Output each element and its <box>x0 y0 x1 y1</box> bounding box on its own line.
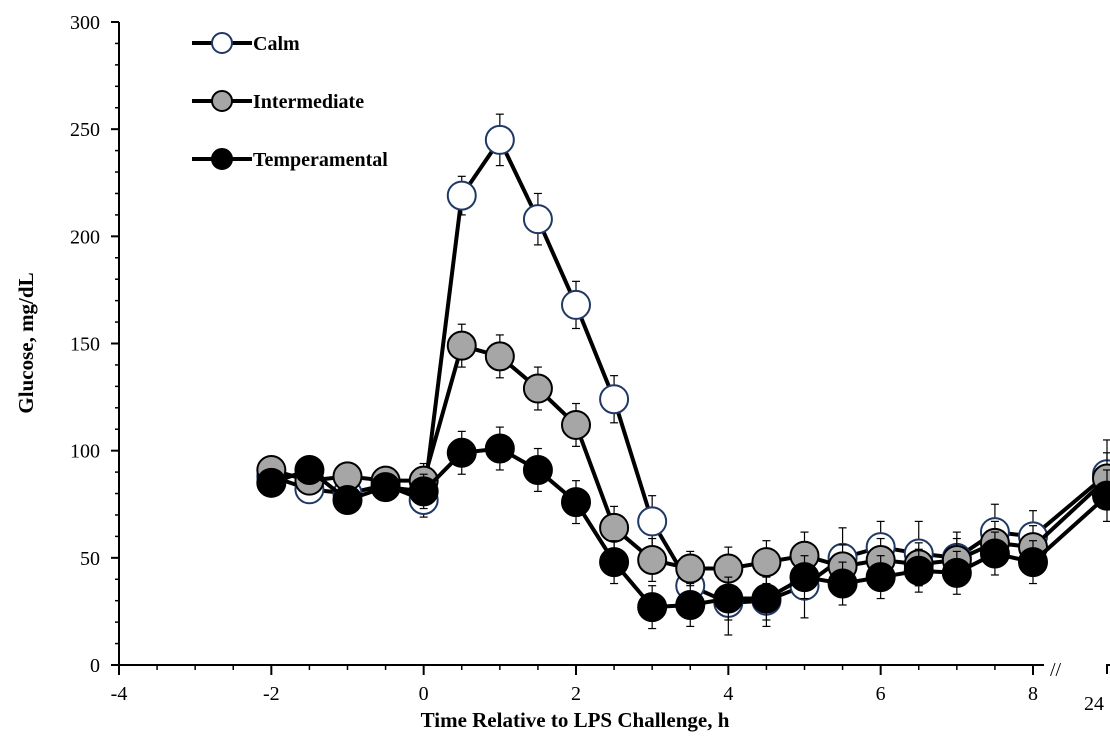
data-point <box>370 472 401 503</box>
y-tick-label: 50 <box>80 548 100 570</box>
data-point <box>599 512 630 543</box>
data-point <box>294 454 325 485</box>
legend-marker <box>211 32 233 54</box>
data-point <box>865 562 896 593</box>
series-temperamental <box>256 426 1110 630</box>
series-line <box>270 446 1109 610</box>
x-tick-label: -4 <box>111 683 128 705</box>
legend-label: Temperamental <box>253 149 388 171</box>
y-tick-label: 300 <box>70 12 100 34</box>
data-point <box>522 204 553 235</box>
data-point <box>484 433 515 464</box>
legend-marker <box>211 148 233 170</box>
y-tick-label: 250 <box>70 119 100 141</box>
data-point <box>332 484 363 515</box>
data-point <box>484 341 515 372</box>
data-point <box>561 289 591 320</box>
data-point <box>713 583 744 614</box>
data-point <box>789 562 820 593</box>
legend-label: Intermediate <box>253 91 364 113</box>
x-tick-label: 4 <box>723 683 733 705</box>
x-tick-label: -2 <box>263 683 280 705</box>
data-point <box>446 330 477 361</box>
data-point <box>599 547 630 578</box>
data-point <box>675 589 706 620</box>
data-point <box>1092 480 1110 511</box>
data-point <box>827 568 858 599</box>
data-point <box>446 437 477 468</box>
data-point <box>561 487 591 518</box>
data-point <box>522 454 553 485</box>
data-point <box>637 592 668 623</box>
x-tick-label: 2 <box>571 683 581 705</box>
data-point <box>561 409 591 440</box>
data-point <box>408 476 439 507</box>
x-tick-label: 8 <box>1028 683 1038 705</box>
y-tick-label: 100 <box>70 441 100 463</box>
data-point <box>941 557 972 588</box>
axis-break-gap <box>1044 655 1106 673</box>
data-point <box>637 506 668 537</box>
legend: Calm Intermediate Temperamental <box>192 32 388 171</box>
axis-break-label: // <box>1050 659 1062 681</box>
data-point <box>675 553 706 584</box>
x-axis-title: Time Relative to LPS Challenge, h <box>421 708 730 732</box>
data-point <box>599 384 630 415</box>
data-point <box>484 124 515 155</box>
legend-marker <box>211 90 233 112</box>
y-tick-label: 150 <box>70 334 100 356</box>
y-axis-title: Glucose, mg/dL <box>14 272 38 413</box>
y-tick-label: 0 <box>90 655 100 677</box>
data-point <box>903 555 934 586</box>
data-point <box>446 180 477 211</box>
series-line <box>270 137 1109 605</box>
x-tick-label: 6 <box>876 683 886 705</box>
data-point <box>522 373 553 404</box>
y-tick-label: 200 <box>70 226 100 248</box>
data-point <box>637 544 668 575</box>
data-point <box>979 538 1010 569</box>
legend-label: Calm <box>253 33 300 55</box>
data-point <box>751 583 782 614</box>
x-tick-label: 0 <box>419 683 429 705</box>
data-point <box>751 547 782 578</box>
series-line <box>270 343 1109 571</box>
data-point <box>1018 547 1048 578</box>
x-tick-label-24: 24 <box>1084 693 1104 715</box>
data-point <box>256 467 287 498</box>
